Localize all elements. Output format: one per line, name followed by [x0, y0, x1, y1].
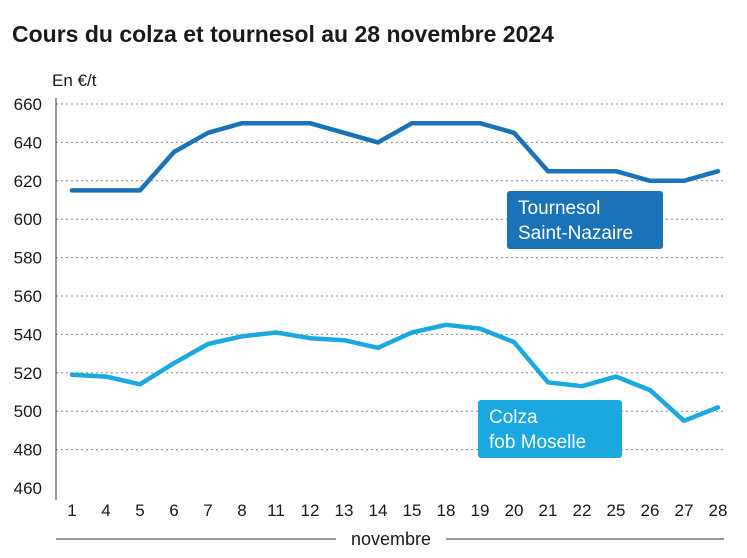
x-tick-label: 25: [607, 501, 626, 520]
x-tick-label: 11: [267, 501, 285, 520]
x-tick-label: 1: [67, 501, 76, 520]
x-tick-label: 13: [335, 501, 354, 520]
x-axis-title-group: novembre: [56, 529, 724, 549]
gridlines: [56, 103, 724, 451]
x-tick-label: 19: [471, 501, 490, 520]
series-lines: [69, 120, 721, 424]
series-line-0: [69, 120, 721, 193]
x-tick-label: 22: [573, 501, 592, 520]
x-tick-label: 14: [369, 501, 388, 520]
series-label-text: Tournesol: [518, 198, 600, 219]
x-tick-label: 7: [203, 501, 212, 520]
y-tick-label: 460: [14, 479, 42, 498]
y-tick-label: 600: [14, 210, 42, 229]
x-tick-label: 8: [237, 501, 246, 520]
x-tick-label: 26: [641, 501, 660, 520]
series-labels: Tournesol Saint-Nazaire Colza fob Moselle: [478, 191, 663, 458]
series-line-1: [69, 322, 721, 424]
x-tick-label: 5: [135, 501, 144, 520]
x-tick-label: 4: [101, 501, 110, 520]
x-tick-label: 15: [403, 501, 422, 520]
y-tick-label: 660: [14, 95, 42, 114]
x-tick-labels: 1 4 5 6 7 8 11 12 13 14 15 18 19 20 21 22 25 26 27 28: [67, 501, 727, 520]
y-tick-labels: 460 480 500 520 540 560 580 600 620 640 660: [14, 95, 42, 498]
x-axis-title: novembre: [351, 529, 431, 549]
y-tick-label: 620: [14, 172, 42, 191]
series-label-text: Colza: [489, 407, 538, 428]
y-tick-label: 580: [14, 249, 42, 268]
y-tick-label: 500: [14, 402, 42, 421]
x-tick-label: 20: [505, 501, 524, 520]
y-tick-label: 480: [14, 441, 42, 460]
series-label-text: Saint-Nazaire: [518, 223, 633, 244]
y-tick-label: 560: [14, 287, 42, 306]
x-tick-label: 21: [539, 501, 558, 520]
y-axis-unit: En €/t: [52, 71, 97, 90]
x-tick-label: 6: [169, 501, 178, 520]
x-tick-label: 28: [709, 501, 728, 520]
y-tick-label: 520: [14, 364, 42, 383]
series-label-box-1: [478, 400, 622, 458]
x-tick-label: 27: [675, 501, 694, 520]
chart-title: Cours du colza et tournesol au 28 novemb…: [12, 21, 554, 47]
series-label-text: fob Moselle: [489, 432, 586, 453]
x-tick-label: 12: [301, 501, 320, 520]
x-tick-label: 18: [437, 501, 456, 520]
series-label-box-0: [507, 191, 663, 249]
y-tick-label: 640: [14, 133, 42, 152]
y-tick-label: 540: [14, 325, 42, 344]
